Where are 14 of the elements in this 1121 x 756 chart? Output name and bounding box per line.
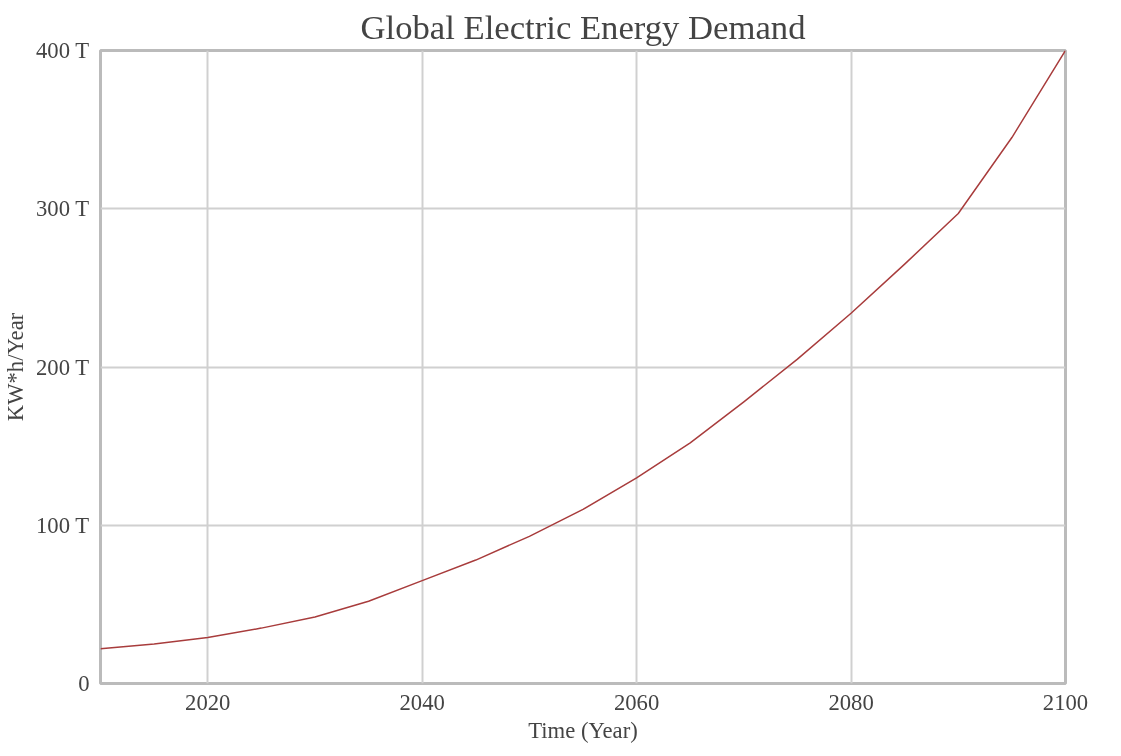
y-axis-title: KW*h/Year: [3, 312, 29, 422]
x-tick-label: 2040: [399, 689, 445, 715]
x-tick-label: 2080: [828, 689, 874, 715]
line-series: [100, 50, 1066, 650]
y-tick-label: 0: [78, 671, 90, 696]
x-axis-title: Time (Year): [528, 717, 638, 743]
y-tick-label: 400 T: [36, 38, 90, 63]
x-tick-label: 2060: [613, 689, 660, 715]
x-tick-label: 2100: [1042, 689, 1089, 715]
chart-title: Global Electric Energy Demand: [360, 7, 806, 46]
y-tick-label: 100 T: [36, 512, 90, 538]
y-tick-label: 200 T: [36, 354, 90, 380]
x-tick-label: 2020: [185, 689, 231, 715]
y-tick-label: 300 T: [36, 196, 90, 222]
